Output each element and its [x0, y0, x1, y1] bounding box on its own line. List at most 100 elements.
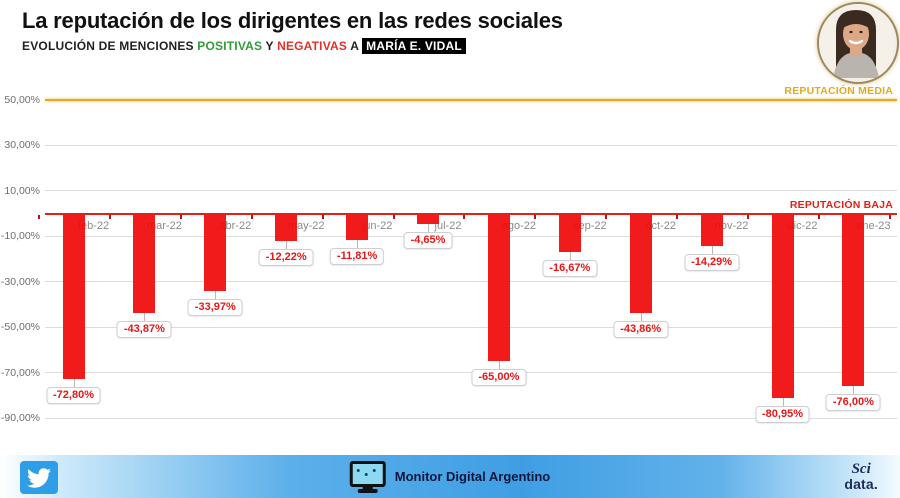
- x-axis-category-label: ago-22: [501, 219, 537, 232]
- avatar-placeholder-image: [819, 4, 893, 78]
- bar: [275, 214, 298, 242]
- subtitle-person-highlight: MARÍA E. VIDAL: [362, 38, 466, 54]
- value-callout: -4,65%: [403, 232, 453, 250]
- bar: [62, 214, 85, 380]
- subtitle-positivas: POSITIVAS: [197, 39, 263, 53]
- callout-connector: [144, 313, 146, 323]
- axis-tick: [534, 214, 537, 219]
- twitter-bird-glyph: [27, 467, 51, 488]
- subtitle-a: A: [347, 39, 363, 53]
- value-callout: -43,86%: [613, 321, 669, 339]
- callout-connector: [215, 290, 217, 300]
- value-callout: -72,80%: [46, 387, 101, 405]
- subtitle-negativas: NEGATIVAS: [277, 39, 348, 53]
- value-callout: -43,87%: [116, 321, 172, 339]
- value-callout: -14,29%: [684, 254, 740, 272]
- monitor-dot: [364, 473, 368, 476]
- page-subtitle: EVOLUCIÓN DE MENCIONES POSITIVAS Y NEGAT…: [22, 38, 466, 54]
- reference-line-media: [45, 98, 897, 101]
- callout-connector: [428, 224, 429, 234]
- axis-tick: [463, 214, 466, 219]
- axis-tick: [605, 214, 608, 219]
- callout-connector: [853, 386, 855, 396]
- gridline: [45, 190, 897, 192]
- x-axis-category-label: nov-22: [714, 219, 749, 232]
- y-axis-tick-label: -30,00%: [0, 275, 40, 288]
- bar: [771, 214, 794, 398]
- bar: [204, 214, 227, 291]
- value-callout: -12,22%: [258, 249, 314, 267]
- axis-tick: [676, 214, 679, 219]
- value-callout: -11,81%: [329, 248, 385, 266]
- chart-area: 50,00% 30,00% 10,00% -10,00% -30,00% -50,00% -…: [0, 84, 897, 425]
- y-axis-tick-label: -90,00%: [0, 412, 40, 425]
- gridline: [45, 144, 897, 146]
- callout-connector: [286, 241, 288, 251]
- value-callout: -33,97%: [187, 298, 243, 316]
- bar: [346, 214, 369, 241]
- bar: [700, 214, 723, 247]
- page-title: La reputación de los dirigentes en las r…: [22, 8, 563, 33]
- bar: [629, 214, 652, 314]
- axis-tick: [108, 214, 111, 219]
- callout-connector: [782, 397, 784, 407]
- y-axis-tick-label: 10,00%: [4, 184, 40, 197]
- monitor-stand: [362, 486, 373, 490]
- axis-tick: [250, 214, 253, 219]
- gridline: [45, 417, 897, 419]
- axis-tick: [817, 214, 820, 219]
- callout-connector: [498, 361, 500, 371]
- footer-center-group: Monitor Digital Argentino: [349, 459, 551, 493]
- reference-line-label-baja: REPUTACIÓN BAJA: [789, 198, 893, 211]
- axis-tick: [321, 214, 324, 219]
- monitor-dot: [372, 469, 376, 472]
- footer-center-label: Monitor Digital Argentino: [394, 468, 551, 484]
- x-axis-category-label: abr-22: [219, 219, 252, 232]
- x-axis-category-label: ene-23: [856, 219, 891, 232]
- maria-vidal-avatar: [817, 2, 899, 84]
- bar: [133, 214, 156, 314]
- x-axis-category-label: feb-22: [77, 219, 110, 232]
- value-callout: -65,00%: [471, 369, 527, 387]
- y-axis-tick-label: 30,00%: [4, 139, 40, 152]
- callout-connector: [357, 240, 359, 250]
- y-axis-tick-label: -10,00%: [0, 230, 40, 243]
- gridline: [45, 281, 897, 283]
- scidata-logo-line1: Sci: [851, 461, 871, 477]
- bar: [558, 214, 581, 252]
- x-axis-category-label: sep-22: [572, 219, 607, 232]
- subtitle-y: Y: [262, 39, 278, 53]
- scidata-logo: Sci data.: [844, 461, 878, 492]
- bar: [417, 214, 439, 225]
- reference-line-label-media: REPUTACIÓN MEDIA: [784, 84, 893, 97]
- bar: [487, 214, 510, 362]
- axis-tick: [179, 214, 182, 219]
- monitor-icon: [349, 459, 386, 493]
- axis-tick: [888, 214, 891, 219]
- callout-connector: [711, 246, 713, 256]
- gridline: [45, 326, 897, 328]
- x-axis-category-label: mar-22: [146, 219, 182, 232]
- gridline: [45, 235, 897, 237]
- monitor-dot: [356, 469, 360, 472]
- y-axis-tick-label: -70,00%: [0, 366, 40, 379]
- subtitle-prefix: EVOLUCIÓN DE MENCIONES: [22, 39, 198, 53]
- callout-connector: [569, 251, 571, 261]
- x-axis-category-label: jul-22: [434, 219, 462, 232]
- monitor-base: [357, 489, 378, 493]
- value-callout: -16,67%: [542, 259, 598, 277]
- value-callout: -76,00%: [825, 394, 881, 412]
- callout-connector: [73, 379, 75, 389]
- monitor-screen: [349, 461, 386, 487]
- x-axis-category-label: dic-22: [787, 219, 818, 232]
- callout-connector: [640, 313, 642, 323]
- twitter-icon: [20, 461, 58, 494]
- y-axis-tick-label: -50,00%: [0, 321, 40, 334]
- x-axis-category-label: oct-22: [645, 219, 676, 232]
- reference-line-baja: [45, 212, 897, 215]
- gridline: [45, 372, 897, 374]
- axis-tick: [392, 214, 395, 219]
- footer-bar: Monitor Digital Argentino Sci data.: [0, 455, 900, 498]
- axis-tick: [747, 214, 749, 219]
